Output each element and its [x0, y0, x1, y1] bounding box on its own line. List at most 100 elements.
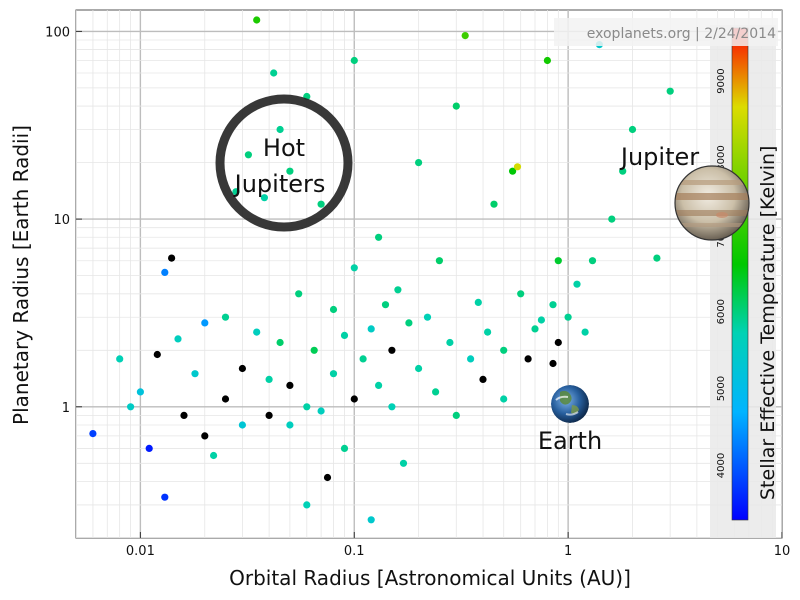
- data-point: [310, 346, 318, 354]
- data-point: [554, 338, 562, 347]
- data-point: [367, 516, 375, 524]
- data-points: [89, 16, 674, 524]
- data-point: [201, 432, 209, 440]
- axis-ticks: 0.01 0.1 1 10 1 10 100: [45, 25, 790, 559]
- data-point: [253, 16, 261, 24]
- data-point: [303, 403, 311, 411]
- data-point: [201, 319, 209, 327]
- data-point: [295, 290, 303, 298]
- data-point: [317, 200, 325, 208]
- data-point: [238, 364, 246, 373]
- data-point: [323, 473, 332, 482]
- colorbar-gradient: [731, 27, 749, 521]
- data-point: [549, 359, 557, 368]
- data-point: [474, 298, 482, 306]
- data-point: [286, 381, 294, 389]
- data-point: [161, 268, 169, 276]
- hot-jupiters-annotation: Hot Jupiters: [215, 94, 353, 232]
- data-point: [260, 194, 268, 202]
- jupiter-image: [675, 166, 749, 240]
- data-point: [581, 328, 589, 336]
- earth-label: Earth: [538, 427, 602, 455]
- data-point: [350, 56, 358, 65]
- data-point: [666, 87, 674, 95]
- data-point: [276, 125, 284, 134]
- data-point: [517, 290, 525, 298]
- data-point: [608, 215, 616, 223]
- data-point: [446, 338, 454, 347]
- data-point: [375, 381, 383, 389]
- data-point: [180, 411, 188, 419]
- y-tick-label: 100: [45, 25, 70, 40]
- earth-image: [551, 385, 589, 423]
- data-point: [524, 355, 532, 363]
- data-point: [564, 313, 572, 321]
- colorbar-tick-label: 5000: [716, 376, 727, 401]
- data-point: [549, 301, 557, 309]
- jupiter-label: Jupiter: [619, 143, 699, 171]
- data-point: [375, 233, 383, 241]
- colorbar-tick-label: 4000: [716, 453, 727, 478]
- data-point: [276, 338, 284, 347]
- data-point: [513, 163, 522, 171]
- hot-jupiters-label-line2: Jupiters: [233, 170, 326, 198]
- plot-area: [75, 9, 783, 539]
- data-point: [500, 346, 508, 354]
- data-point: [432, 388, 440, 396]
- data-point: [317, 407, 325, 415]
- data-point: [168, 254, 176, 262]
- data-point: [191, 370, 199, 378]
- data-point: [265, 411, 273, 419]
- data-point: [619, 167, 627, 175]
- data-point: [381, 301, 390, 309]
- grid: [76, 10, 782, 538]
- data-point: [388, 403, 396, 411]
- data-point: [653, 254, 661, 262]
- data-point: [286, 167, 294, 175]
- data-point: [423, 313, 432, 321]
- data-point: [479, 375, 487, 383]
- data-point: [573, 280, 581, 288]
- data-point: [89, 430, 97, 438]
- x-axis-label: Orbital Radius [Astronomical Units (AU)]: [229, 566, 631, 590]
- data-point: [554, 257, 562, 265]
- data-point: [221, 395, 230, 403]
- y-axis-label: Planetary Radius [Earth Radii]: [9, 125, 33, 425]
- data-point: [500, 395, 508, 403]
- data-point: [145, 444, 153, 452]
- data-point: [628, 125, 637, 134]
- data-point: [531, 325, 539, 333]
- source-credit: exoplanets.org | 2/24/2014: [587, 26, 776, 42]
- data-point: [340, 331, 349, 339]
- colorbar-tick-label: 6000: [716, 299, 727, 324]
- data-point: [161, 493, 169, 501]
- data-point: [270, 69, 278, 77]
- data-point: [508, 167, 517, 175]
- data-point: [116, 355, 124, 363]
- x-tick-label: 10: [774, 544, 791, 559]
- data-point: [452, 102, 460, 110]
- data-point: [490, 200, 498, 208]
- data-point: [221, 313, 230, 321]
- data-point: [435, 257, 443, 265]
- data-point: [350, 395, 358, 403]
- credit-background: [554, 18, 778, 46]
- x-tick-label: 1: [564, 544, 572, 559]
- x-tick-label: 0.1: [344, 544, 365, 559]
- data-point: [388, 346, 396, 354]
- data-point: [537, 316, 546, 324]
- data-point: [303, 501, 311, 509]
- data-point: [405, 319, 413, 327]
- hot-jupiters-label-line1: Hot: [263, 134, 305, 162]
- data-point: [253, 328, 261, 336]
- earth-annotation: Earth: [538, 385, 602, 455]
- colorbar-tick-label: 8000: [716, 145, 727, 170]
- data-point: [543, 56, 552, 65]
- data-point: [127, 403, 135, 411]
- data-point: [399, 459, 408, 467]
- data-point: [286, 421, 294, 429]
- data-point: [340, 444, 349, 452]
- colorbar-tick-label: 9000: [716, 68, 727, 93]
- data-point: [359, 355, 367, 363]
